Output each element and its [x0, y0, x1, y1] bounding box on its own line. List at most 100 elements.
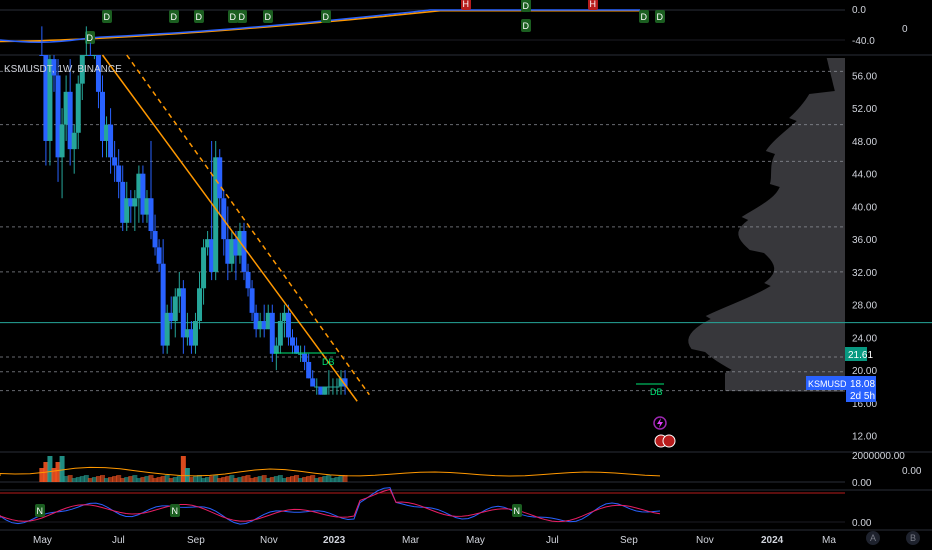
price-axis-label: 12.00	[852, 432, 877, 443]
volume-bar	[318, 477, 324, 482]
volume-bar	[184, 468, 190, 482]
candle-body	[99, 91, 105, 141]
volume-bar	[306, 476, 312, 482]
price-axis-label: 40.00	[852, 202, 877, 213]
candle-body	[140, 173, 146, 215]
lightning-bolt-icon	[657, 418, 663, 428]
time-axis-label: 2023	[323, 535, 346, 546]
volume-bar	[302, 477, 308, 482]
volume-bar	[201, 478, 207, 482]
volume-bar	[205, 477, 211, 482]
candle-body	[87, 55, 93, 56]
lightning-event-icon[interactable]	[653, 416, 667, 430]
volume-bar	[277, 475, 283, 482]
volume-bar	[148, 475, 154, 482]
top-marker-badge	[655, 10, 665, 23]
top-marker-label: D	[523, 1, 530, 11]
volume-bar	[87, 478, 93, 482]
candle-body	[104, 124, 110, 141]
top-marker-label: D	[196, 12, 203, 22]
volume-bar	[330, 478, 336, 482]
volume-bar	[241, 476, 247, 482]
candle-body	[229, 239, 235, 264]
candle-body	[342, 378, 348, 387]
volume-ma-line	[0, 466, 661, 477]
top-marker-label: D	[230, 12, 237, 22]
symbol-price-tag-text: KSMUSDT	[808, 379, 853, 389]
auto-scale-button[interactable]	[866, 531, 880, 545]
candle-body	[172, 296, 178, 322]
candle-body	[269, 312, 275, 354]
volume-bar	[156, 477, 162, 482]
volume-bar	[245, 475, 251, 482]
volume-bar	[253, 477, 259, 482]
price-axis-label: 28.00	[852, 301, 877, 312]
volume-bar	[213, 475, 219, 482]
candle-body	[51, 59, 57, 76]
volume-bar	[39, 468, 45, 482]
double-bottom-label-2: DB	[650, 387, 663, 397]
volume-bar	[136, 478, 142, 482]
volume-label-zero: 0.00	[852, 478, 872, 489]
price-axis-label: 36.00	[852, 235, 877, 246]
volume-bar	[71, 478, 77, 482]
candle-body	[298, 353, 304, 355]
price-axis-label: 48.00	[852, 137, 877, 148]
candle-body	[253, 312, 259, 330]
volume-bar	[289, 476, 295, 482]
top-marker-badge	[102, 10, 112, 23]
us-flag-event-icon-2[interactable]	[662, 434, 676, 448]
candle-body	[241, 230, 247, 272]
candle-body	[334, 386, 340, 388]
candle-body	[136, 173, 142, 199]
volume-bar	[261, 475, 267, 482]
candle-body	[273, 345, 279, 354]
candle-body	[95, 55, 101, 92]
candle-body	[120, 181, 126, 223]
price-axis-label: 52.00	[852, 104, 877, 115]
top-marker-badge	[321, 10, 331, 23]
volume-bar	[197, 475, 203, 482]
candle-body	[209, 239, 215, 272]
candle-body	[277, 321, 283, 346]
countdown-text: 2d 5h	[850, 391, 875, 402]
top-marker-label: D	[265, 12, 272, 22]
time-axis-label: Ma	[822, 535, 836, 546]
candle-body	[156, 247, 162, 264]
volume-bar	[285, 477, 291, 482]
top-marker-badge	[521, 0, 531, 12]
candle-body	[160, 263, 166, 346]
candle-body	[71, 132, 77, 150]
candlesticks	[39, 26, 348, 395]
price-axis-label: 56.00	[852, 71, 877, 82]
volume-bar	[95, 476, 101, 482]
top-panel-label-1: -40.0	[852, 36, 875, 47]
trendline-solid	[101, 54, 358, 402]
candle-body	[55, 75, 61, 158]
candle-body	[213, 157, 219, 272]
candle-body	[261, 321, 267, 330]
time-axis-label: Nov	[260, 535, 278, 546]
time-axis[interactable]: May Jul Sep Nov 2023 Mar May Jul Sep Nov 2024 Ma	[33, 535, 836, 546]
time-axis-label: 2024	[761, 535, 784, 546]
log-scale-button[interactable]	[906, 531, 920, 545]
volume-bar	[298, 478, 304, 482]
candle-body	[314, 386, 320, 388]
symbol-price-tag	[806, 376, 846, 390]
volume-bar	[79, 476, 85, 482]
candle-body	[59, 124, 65, 158]
osc-marker-badge	[170, 504, 180, 517]
candle-body	[43, 55, 49, 141]
price-axis-label: 20.00	[852, 366, 877, 377]
candle-body	[318, 386, 324, 395]
top-marker-label: D	[641, 12, 648, 22]
volume-bar	[67, 475, 73, 482]
candle-body	[152, 230, 158, 248]
candle-body	[338, 378, 344, 387]
time-axis-label: Nov	[696, 535, 714, 546]
volume-bar	[59, 456, 65, 482]
volume-bar	[180, 456, 186, 482]
top-marker-label: D	[104, 12, 111, 22]
volume-bar	[51, 468, 57, 482]
